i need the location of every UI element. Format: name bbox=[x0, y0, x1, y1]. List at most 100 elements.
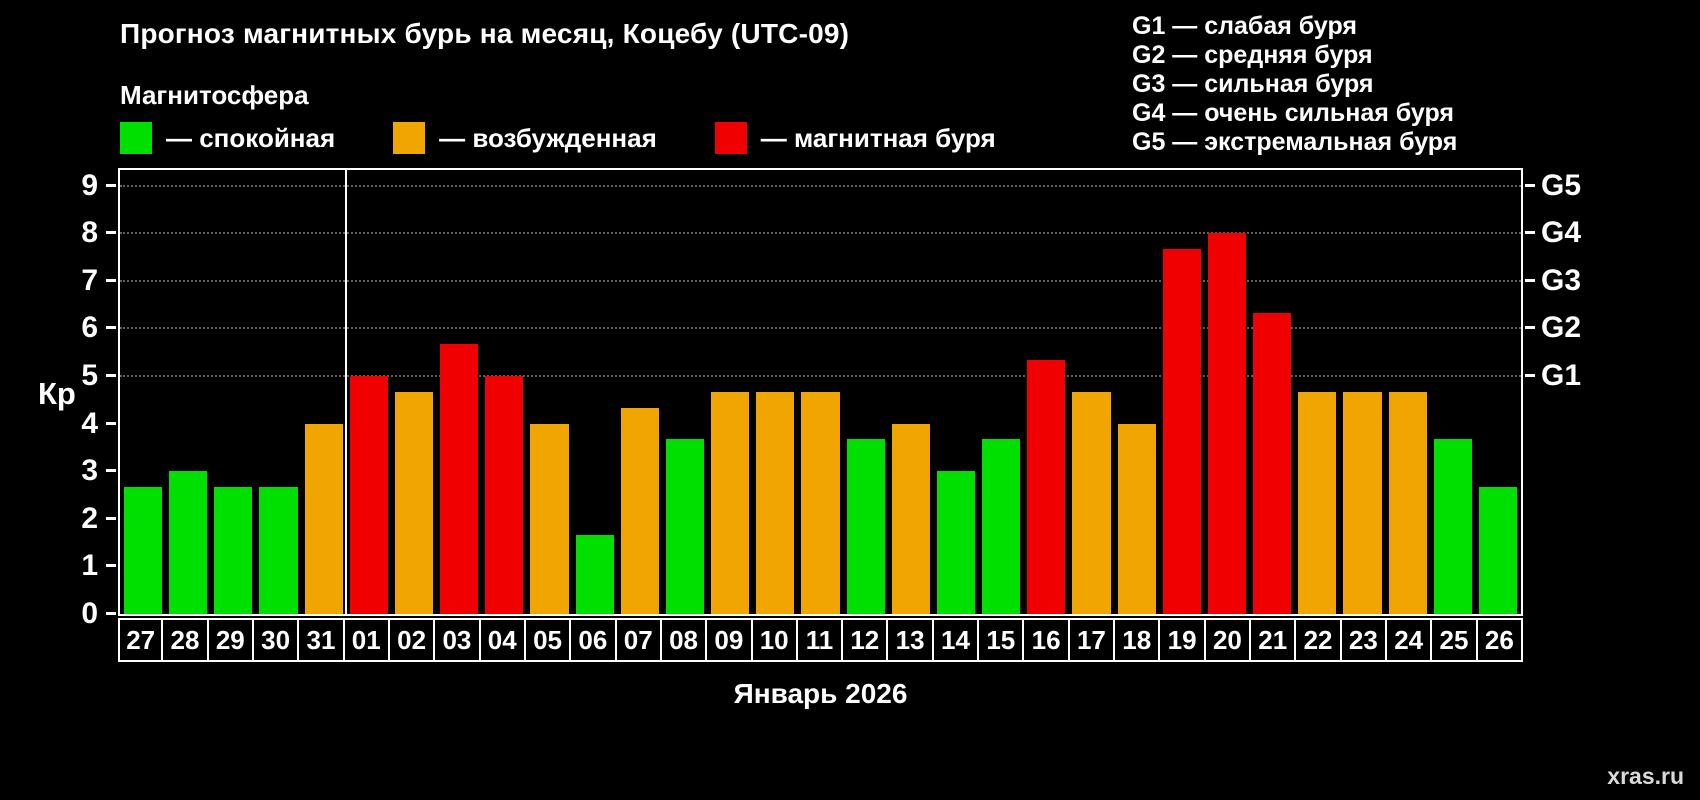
day-label: 12 bbox=[841, 618, 889, 662]
y-tick-mark bbox=[106, 374, 116, 378]
legend: — спокойная — возбужденная — магнитная б… bbox=[120, 122, 1054, 154]
kp-bar bbox=[1207, 233, 1247, 614]
bar-day-03 bbox=[440, 170, 479, 614]
g-level-gridline bbox=[120, 375, 1521, 378]
bar-day-04 bbox=[485, 170, 524, 614]
bar-day-13 bbox=[891, 170, 930, 614]
kp-bar bbox=[1388, 391, 1427, 614]
day-label: 02 bbox=[387, 618, 436, 662]
day-label: 06 bbox=[569, 618, 617, 662]
bar-day-20 bbox=[1207, 170, 1247, 614]
kp-bar bbox=[259, 486, 298, 614]
storm-scale-g5: G5 — экстремальная буря bbox=[1132, 128, 1458, 156]
y-tick-label: 1 bbox=[81, 549, 98, 583]
legend-item-excited: — возбужденная bbox=[393, 122, 657, 154]
bar-day-24 bbox=[1388, 170, 1427, 614]
quiet-color-swatch bbox=[120, 122, 152, 154]
bar-day-26 bbox=[1478, 170, 1517, 614]
bar-day-12 bbox=[846, 170, 885, 614]
kp-bar bbox=[891, 423, 930, 614]
kp-bar bbox=[214, 486, 253, 614]
storm-scale-g4: G4 — очень сильная буря bbox=[1132, 99, 1454, 127]
day-label: 13 bbox=[886, 618, 934, 662]
kp-bar bbox=[711, 391, 750, 614]
watermark: xras.ru bbox=[1607, 763, 1684, 789]
bar-day-17 bbox=[1072, 170, 1111, 614]
bar-day-05 bbox=[530, 170, 569, 614]
bar-day-01 bbox=[349, 170, 388, 614]
day-label: 27 bbox=[118, 618, 164, 662]
bar-day-27 bbox=[124, 170, 163, 614]
bar-day-08 bbox=[665, 170, 705, 614]
x-axis-title: Январь 2026 bbox=[733, 678, 908, 709]
bar-day-07 bbox=[620, 170, 659, 614]
kp-bar bbox=[620, 407, 659, 614]
bar-day-31 bbox=[304, 170, 343, 614]
g-tick-label: G3 bbox=[1541, 263, 1582, 297]
bar-day-02 bbox=[394, 170, 434, 614]
bar-day-09 bbox=[711, 170, 750, 614]
bar-day-30 bbox=[259, 170, 298, 614]
y-tick-label: 0 bbox=[81, 597, 98, 630]
g-tick-label: G2 bbox=[1541, 311, 1582, 345]
bar-day-28 bbox=[169, 170, 208, 614]
bar-day-21 bbox=[1253, 170, 1292, 614]
day-label: 07 bbox=[614, 618, 662, 662]
y-tick-label: 9 bbox=[81, 168, 98, 202]
bar-day-25 bbox=[1433, 170, 1472, 614]
day-label: 23 bbox=[1339, 618, 1388, 662]
kp-bar bbox=[1298, 391, 1337, 614]
kp-bar bbox=[440, 344, 479, 614]
g-level-gridline bbox=[120, 232, 1521, 235]
kp-bar bbox=[982, 439, 1021, 614]
bar-day-18 bbox=[1117, 170, 1156, 614]
day-label: 25 bbox=[1430, 618, 1478, 662]
kp-bar bbox=[1253, 312, 1292, 614]
bar-day-23 bbox=[1343, 170, 1382, 614]
g-level-gridline bbox=[120, 279, 1521, 282]
kp-bar bbox=[1117, 423, 1156, 614]
kp-bar bbox=[575, 534, 614, 614]
bar-day-16 bbox=[1027, 170, 1066, 614]
legend-item-storm: — магнитная буря bbox=[714, 122, 996, 154]
kp-bar bbox=[394, 391, 434, 614]
y-tick-label: 6 bbox=[81, 311, 98, 345]
kp-bar bbox=[169, 471, 208, 614]
kp-bar bbox=[349, 376, 388, 614]
day-label: 09 bbox=[705, 618, 753, 662]
excited-color-swatch bbox=[393, 122, 426, 154]
day-label: 18 bbox=[1113, 618, 1161, 662]
kp-bar bbox=[1027, 360, 1066, 614]
legend-label-storm: — магнитная буря bbox=[760, 122, 996, 153]
bars-container bbox=[120, 170, 1521, 614]
storm-color-swatch bbox=[714, 122, 747, 154]
kp-bar bbox=[485, 376, 524, 614]
month-separator-line bbox=[344, 170, 347, 614]
storm-scale-legend: G1 — слабая буря G2 — средняя буря G3 — … bbox=[1132, 12, 1457, 157]
y-axis-title: Кр bbox=[38, 376, 76, 411]
g-tick-label: G4 bbox=[1541, 216, 1582, 250]
day-label: 03 bbox=[433, 618, 481, 662]
kp-bar bbox=[801, 391, 840, 614]
y-tick-mark bbox=[106, 421, 116, 425]
day-label: 11 bbox=[795, 618, 844, 662]
bar-day-22 bbox=[1298, 170, 1337, 614]
y-axis: 0 1 2 3 4 5 6 7 8 9 bbox=[0, 168, 116, 630]
day-label: 17 bbox=[1067, 618, 1116, 662]
y-tick-label: 7 bbox=[81, 263, 98, 297]
page-title: Прогноз магнитных бурь на месяц, Коцебу … bbox=[120, 18, 850, 49]
y-tick-mark bbox=[106, 278, 116, 282]
day-label: 05 bbox=[523, 618, 572, 662]
day-label: 28 bbox=[161, 618, 209, 662]
y-tick-label: 3 bbox=[81, 454, 98, 488]
bar-day-10 bbox=[756, 170, 795, 614]
y-tick-label: 8 bbox=[81, 216, 98, 250]
day-label: 24 bbox=[1385, 618, 1433, 662]
y-tick-mark bbox=[106, 183, 116, 187]
g-scale-axis: G1 G2 G3 G4 G5 bbox=[1525, 169, 1695, 614]
kp-bar bbox=[1162, 249, 1201, 614]
bar-day-06 bbox=[575, 170, 614, 614]
g-tick-mark bbox=[1525, 326, 1535, 330]
kp-bar bbox=[1478, 486, 1517, 614]
y-tick-mark bbox=[106, 612, 116, 615]
